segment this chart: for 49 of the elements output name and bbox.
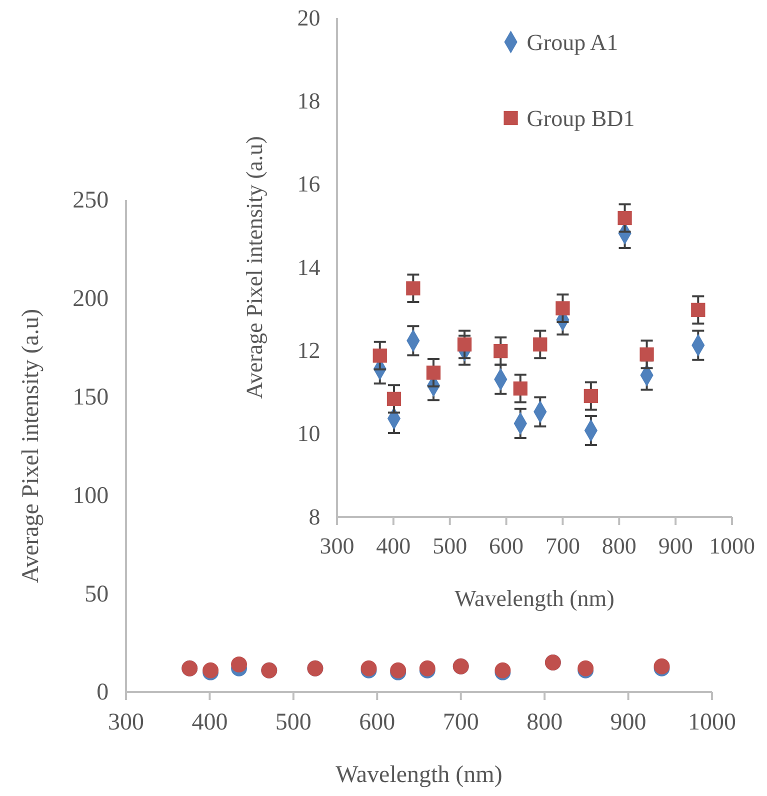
- y-axis-title: Average Pixel intensity (a.u): [18, 308, 44, 584]
- y-tick-label: 100: [72, 482, 109, 509]
- legend-label: Group A1: [526, 30, 618, 56]
- point: [231, 656, 247, 672]
- x-tick-label: 600: [359, 709, 396, 736]
- x-tick-label: 800: [602, 533, 636, 558]
- point: [513, 381, 528, 396]
- legend-label: Group BD1: [526, 106, 635, 132]
- x-tick-label: 700: [442, 709, 479, 736]
- y-tick-label: 12: [297, 338, 320, 364]
- y-tick-label: 10: [297, 421, 320, 446]
- point: [533, 337, 548, 352]
- y-tick-label: 250: [72, 188, 109, 214]
- point: [584, 388, 598, 404]
- point: [386, 392, 402, 406]
- y-tick-label: 50: [84, 581, 109, 608]
- y-tick-label: 20: [297, 5, 320, 30]
- x-tick-label: 600: [489, 533, 524, 558]
- point: [494, 344, 508, 358]
- x-tick-label: 500: [432, 533, 468, 558]
- point: [426, 366, 441, 380]
- x-tick-label: 800: [526, 709, 563, 736]
- point: [691, 302, 706, 317]
- y-tick-label: 16: [297, 172, 320, 197]
- point: [640, 347, 654, 362]
- x-tick-label: 500: [275, 709, 312, 736]
- x-tick-label: 700: [545, 533, 580, 558]
- x-axis-title: Wavelength (nm): [454, 586, 614, 611]
- point: [406, 281, 420, 296]
- x-tick-label: 1000: [688, 709, 736, 736]
- x-tick-label: 900: [658, 533, 693, 558]
- y-axis-title: Average Pixel intensity (a.u): [242, 136, 267, 399]
- y-tick-label: 14: [297, 254, 321, 280]
- x-tick-label: 400: [376, 533, 411, 558]
- point: [556, 301, 570, 316]
- x-tick-label: 1000: [709, 533, 755, 558]
- point: [372, 348, 387, 363]
- y-tick-label: 8: [308, 504, 320, 530]
- point: [618, 210, 632, 226]
- x-tick-label: 300: [320, 533, 354, 558]
- x-axis-title: Wavelength (nm): [336, 762, 502, 788]
- x-tick-label: 400: [192, 709, 228, 736]
- x-tick-label: 300: [108, 709, 144, 736]
- x-tick-label: 900: [610, 709, 646, 736]
- y-tick-label: 200: [72, 286, 109, 312]
- y-tick-label: 18: [297, 88, 320, 114]
- y-tick-label: 150: [72, 384, 109, 410]
- y-tick-label: 0: [96, 680, 109, 706]
- point: [457, 337, 472, 352]
